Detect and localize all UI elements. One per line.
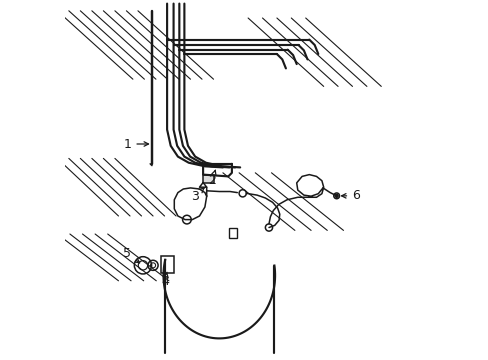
Circle shape bbox=[335, 194, 337, 197]
Text: 1: 1 bbox=[123, 138, 148, 150]
FancyBboxPatch shape bbox=[203, 175, 213, 183]
Text: 3: 3 bbox=[190, 188, 203, 203]
Text: 6: 6 bbox=[341, 189, 359, 202]
Text: 4: 4 bbox=[161, 272, 169, 288]
Text: 5: 5 bbox=[123, 247, 140, 263]
Text: 2: 2 bbox=[208, 170, 216, 186]
